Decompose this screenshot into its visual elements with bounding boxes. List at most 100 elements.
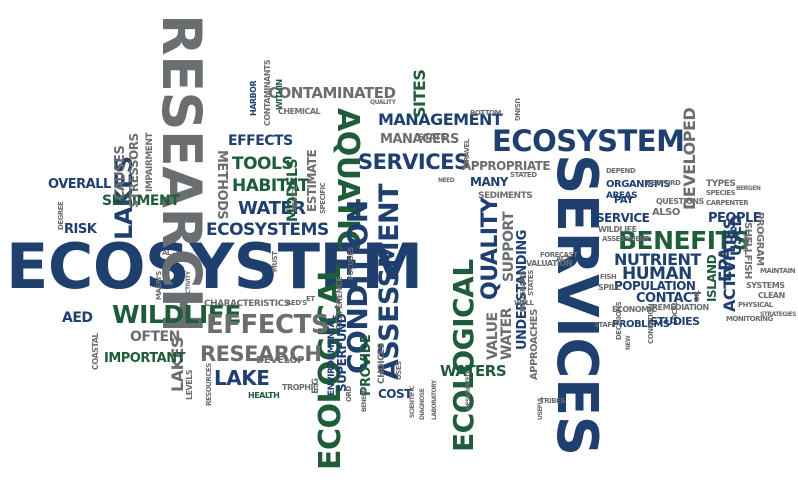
word-support: SUPPORT bbox=[501, 211, 517, 282]
word-estimate: ESTIMATE bbox=[305, 149, 319, 212]
word-need: NEED bbox=[438, 177, 455, 184]
word-maintain: MAINTAIN bbox=[760, 267, 795, 275]
word-remediation: REMEDIATION bbox=[652, 303, 709, 312]
word-species: SPECIES bbox=[706, 189, 736, 197]
word-overall: OVERALL bbox=[48, 177, 111, 192]
word-program: PROGRAM bbox=[754, 212, 765, 266]
word-studies: STUDIES bbox=[650, 315, 700, 328]
word-population: POPULATION bbox=[614, 279, 696, 293]
word-maeri: MAERI'S bbox=[155, 271, 163, 300]
word-assessment-small: ASSESSMENT bbox=[602, 235, 650, 243]
word-service: SERVICE bbox=[596, 211, 650, 225]
word-activity: ACTIVITY bbox=[185, 271, 192, 298]
word-contaminated: CONTAMINATED bbox=[268, 84, 396, 102]
word-depend: DEPEND bbox=[606, 167, 636, 175]
word-bergen: BERGEN bbox=[736, 185, 761, 192]
word-new: NEW bbox=[625, 335, 632, 350]
word-stated: STATED bbox=[510, 171, 537, 179]
word-diagnose: DIAGNOSE bbox=[419, 388, 426, 420]
word-benefits: BENEFITS bbox=[618, 226, 750, 255]
word-eg: E.G bbox=[311, 378, 321, 394]
word-carpenter: CARPENTER bbox=[706, 199, 749, 207]
word-methods: METHODS bbox=[214, 150, 229, 220]
word-also: ALSO bbox=[652, 207, 680, 218]
word-physical: PHYSICAL bbox=[738, 301, 773, 309]
word-water-2: WATER bbox=[499, 308, 515, 360]
word-areas: AREAS bbox=[606, 191, 638, 201]
word-book: BOOK bbox=[743, 234, 750, 252]
word-ecological-2: ECOLOGICAL bbox=[447, 259, 480, 452]
word-bottom: BOTTOM bbox=[470, 109, 501, 117]
word-strategies: STRATEGIES bbox=[760, 311, 796, 318]
word-well: WELL bbox=[514, 299, 534, 307]
word-research-mid: RESEARCH bbox=[200, 342, 322, 366]
word-act: ACT bbox=[556, 255, 570, 263]
word-oil: OIL bbox=[693, 290, 701, 302]
word-al: AL bbox=[162, 249, 171, 257]
word-must: MUST bbox=[271, 251, 279, 272]
word-effects-small: EFFECTS bbox=[228, 133, 293, 149]
word-quality-small: QUALITY bbox=[370, 99, 396, 106]
word-trophic: TROPHIC bbox=[282, 383, 319, 392]
word-designated: DESIGNATED bbox=[465, 372, 472, 410]
word-organisms: ORGANISMS bbox=[606, 179, 671, 190]
word-lake: LAKE bbox=[214, 366, 270, 390]
word-valuation: VALUATION bbox=[526, 259, 572, 268]
word-management: MANAGEMENT bbox=[378, 110, 503, 129]
word-uses: USES bbox=[395, 361, 403, 380]
word-stressors: STRESSORS bbox=[127, 133, 141, 208]
word-appropriate: APPROPRIATE bbox=[462, 159, 551, 173]
word-human: HUMAN bbox=[622, 264, 692, 284]
word-people: PEOPLE bbox=[708, 211, 762, 226]
word-scientific: SCIENTIFIC bbox=[409, 385, 416, 418]
word-value: VALUE bbox=[485, 312, 501, 360]
word-sediments: SEDIMENTS bbox=[478, 191, 533, 201]
word-services-mid: SERVICES bbox=[358, 150, 469, 174]
word-effects: EFFECTS bbox=[206, 310, 330, 340]
word-harbor: HARBOR bbox=[249, 80, 258, 116]
word-tools: TOOLS bbox=[232, 154, 294, 174]
word-develop: DEVELOP bbox=[256, 355, 305, 366]
word-resources: RESOURCES bbox=[205, 363, 213, 406]
word-developed: DEVELOPED bbox=[680, 107, 699, 210]
word-contaminants: CONTAMINANTS bbox=[263, 59, 272, 126]
word-ecosystem-large: ECOSYSTEM bbox=[6, 230, 423, 303]
word-benefit: BENEFIT bbox=[361, 387, 368, 412]
word-economic: ECONOMIC bbox=[612, 305, 657, 314]
word-impairment: IMPAIRMENT bbox=[145, 132, 155, 192]
word-levels: LEVELS bbox=[185, 369, 194, 400]
word-clean: CLEAN bbox=[758, 291, 785, 300]
word-important: IMPORTANT bbox=[104, 351, 185, 366]
word-ord: ORD bbox=[345, 386, 353, 402]
word-et: ET bbox=[306, 295, 315, 303]
word-aed: AED bbox=[62, 310, 93, 326]
word-wildlife: WILDLIFE bbox=[112, 300, 241, 329]
word-waters: WATERS bbox=[440, 362, 507, 380]
word-specific: SPECIFIC bbox=[319, 182, 327, 214]
word-managers: MANAGERS bbox=[380, 132, 459, 147]
word-contact: CONTACT bbox=[636, 291, 701, 306]
word-types: TYPES bbox=[706, 179, 736, 189]
word-within: WITHIN bbox=[275, 79, 284, 110]
word-monitoring: MONITORING bbox=[726, 315, 773, 323]
word-ecosystems: ECOSYSTEMS bbox=[206, 220, 329, 240]
word-wildlife-small: WILDLIFE bbox=[598, 225, 637, 234]
word-health: HEALTH bbox=[248, 391, 280, 400]
word-questions: QUESTIONS bbox=[656, 197, 704, 206]
word-sites: SITES bbox=[410, 69, 429, 118]
word-characteristics: CHARACTERISTICS bbox=[204, 299, 290, 309]
word-chemical: CHEMICAL bbox=[278, 107, 321, 116]
word-ecosystem-top: ECOSYSTEM bbox=[492, 124, 685, 158]
word-forecast: FORECAST bbox=[540, 251, 578, 259]
word-nutrient: NUTRIENT bbox=[614, 250, 701, 269]
word-pay: PAY bbox=[614, 195, 633, 206]
word-many: MANY bbox=[470, 175, 508, 189]
word-systems: SYSTEMS bbox=[746, 281, 785, 290]
word-sediment: SEDIMENT bbox=[102, 193, 180, 209]
word-problems: PROBLEMS bbox=[612, 319, 670, 330]
word-bedford: BEDFORD bbox=[646, 179, 681, 187]
word-approaches: APPROACHES bbox=[529, 309, 540, 380]
word-causes: CAUSES bbox=[113, 145, 128, 200]
word-states: STATES bbox=[527, 270, 535, 296]
